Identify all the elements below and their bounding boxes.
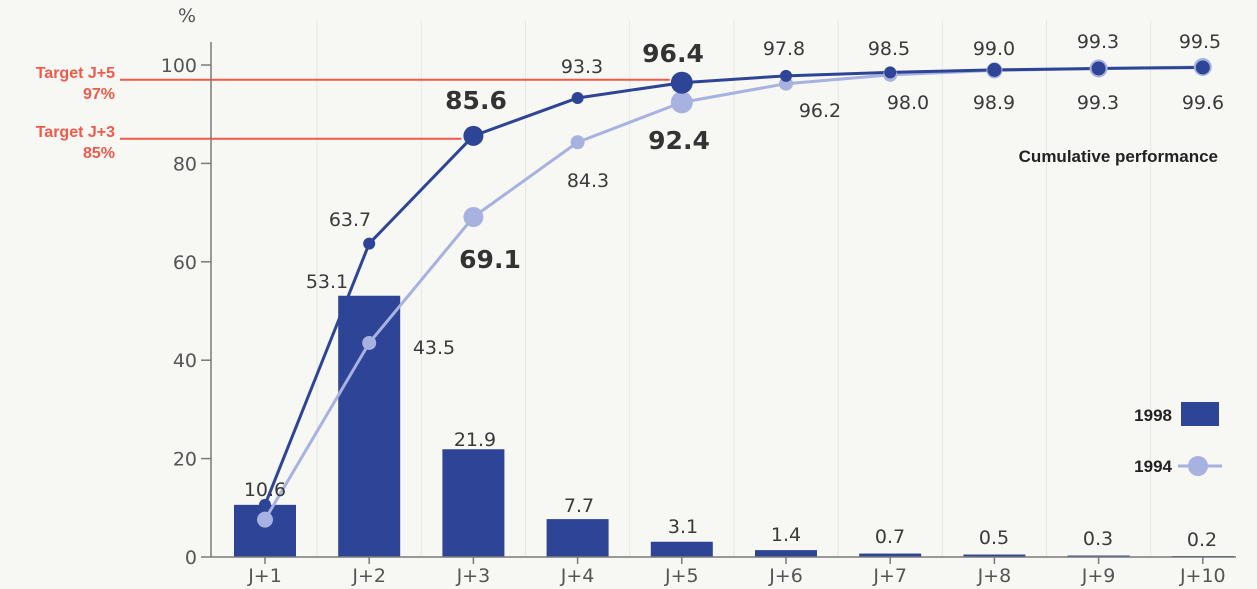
line-label-1994-J+3: 69.1 [459, 245, 521, 274]
line-label-1998-J+6: 97.8 [763, 38, 805, 60]
bar-J+4 [546, 519, 609, 557]
line-label-1994-J+7: 98.0 [887, 92, 929, 114]
line-label-1994-J+5: 92.4 [648, 126, 710, 155]
bar-J+8 [963, 554, 1026, 557]
y-tick-label: 100 [161, 55, 197, 77]
bar-J+7 [859, 553, 922, 557]
line-label-1994-J+10: 99.6 [1182, 92, 1224, 114]
legend: 1998 1994 [1134, 402, 1222, 476]
target-name-2: Target J+3 [36, 124, 115, 141]
legend-marker-1994 [1188, 456, 1208, 476]
point-1994-J+3 [463, 207, 484, 228]
y-tick-label: 40 [173, 350, 197, 372]
bar-label-J+9: 0.3 [1083, 528, 1113, 550]
legend-swatch-1998 [1181, 402, 1219, 426]
line-label-1998-J+10: 99.5 [1179, 31, 1221, 53]
target-value-2: 85% [83, 145, 115, 162]
line-label-1994-J+6: 96.2 [799, 100, 841, 122]
line-label-1998-J+3: 85.6 [445, 86, 507, 115]
chart-title: Cumulative performance [1019, 147, 1218, 166]
x-tick-label: J+2 [351, 565, 386, 587]
point-1994-J+1 [257, 511, 273, 528]
x-tick-label: J+5 [664, 565, 699, 587]
point-1998-J+7 [884, 66, 897, 79]
line-series [257, 57, 1212, 528]
line-label-1998-J+7: 98.5 [868, 38, 910, 60]
legend-label-1998: 1998 [1134, 406, 1172, 425]
point-1994-J+4 [570, 135, 585, 150]
point-1998-J+2 [363, 237, 376, 250]
point-1994-J+2 [362, 335, 377, 350]
bar-label-J+6: 1.4 [771, 524, 801, 546]
line-label-1998-J+2: 63.7 [329, 209, 371, 231]
y-axis-unit: % [178, 5, 196, 27]
point-1998-J+5 [670, 71, 693, 94]
axes: 0 20 40 60 80 100 J+1 J+2 J+3 J+4 J+5 J+6 J+7 J+8 J+9 J… [161, 42, 1236, 587]
legend-label-1994: 1994 [1134, 457, 1172, 476]
bar-J+2 [338, 295, 401, 557]
line-label-1994-J+4: 84.3 [567, 170, 609, 192]
point-1998-J+1 [259, 498, 271, 511]
x-tick-label: J+8 [977, 565, 1012, 587]
x-tick-label: J+6 [768, 565, 803, 587]
bar-label-J+7: 0.7 [875, 526, 905, 548]
line-1998 [263, 65, 1203, 506]
bar-label-J+1: 10.6 [244, 479, 286, 501]
y-tick-label: 80 [173, 153, 197, 175]
line-label-1994-J+2: 43.5 [413, 337, 455, 359]
point-1994-J+5 [670, 91, 693, 114]
line-label-1994-J+8: 98.9 [973, 92, 1015, 114]
bar-label-J+4: 7.7 [564, 495, 594, 517]
point-1998-J+9 [1091, 61, 1106, 76]
category-separators [316, 20, 1152, 557]
y-tick-label: 0 [185, 547, 197, 569]
point-1998-J+10 [1195, 60, 1210, 75]
line-label-1998-J+9: 99.3 [1077, 31, 1119, 53]
line-label-1998-J+5: 96.4 [642, 39, 704, 68]
y-tick-label: 60 [173, 252, 197, 274]
bar-J+6 [755, 550, 817, 557]
bar-label-J+8: 0.5 [979, 527, 1009, 549]
point-1998-J+8 [987, 62, 1002, 77]
x-tick-label: J+7 [872, 565, 907, 587]
x-tick-label: J+3 [456, 565, 491, 587]
x-tick-label: J+4 [560, 565, 595, 587]
line-label-1998-J+8: 99.0 [973, 38, 1015, 60]
bar-label-J+2: 53.1 [306, 271, 348, 293]
bar-label-J+5: 3.1 [668, 516, 698, 538]
bar-label-J+3: 21.9 [454, 429, 496, 451]
x-tick-label: J+1 [247, 565, 282, 587]
data-labels: 10.6 53.1 21.9 7.7 3.1 1.4 0.7 0.5 0.3 0.2 63.7 85.… [244, 31, 1224, 551]
point-1998-J+6 [780, 69, 792, 82]
point-1998-J+3 [463, 125, 484, 146]
point-1998-J+4 [571, 91, 584, 104]
target-value-1: 97% [83, 86, 115, 103]
line-label-1994-J+9: 99.3 [1077, 92, 1119, 114]
x-tick-label: J+9 [1081, 565, 1116, 587]
bar-label-J+10: 0.2 [1187, 529, 1217, 551]
line-label-1998-J+4: 93.3 [561, 56, 603, 78]
bar-J+3 [442, 449, 505, 557]
x-tick-label: J+10 [1179, 565, 1226, 587]
bar-J+5 [650, 541, 713, 557]
target-name-1: Target J+5 [36, 65, 115, 82]
y-tick-label: 20 [173, 449, 197, 471]
